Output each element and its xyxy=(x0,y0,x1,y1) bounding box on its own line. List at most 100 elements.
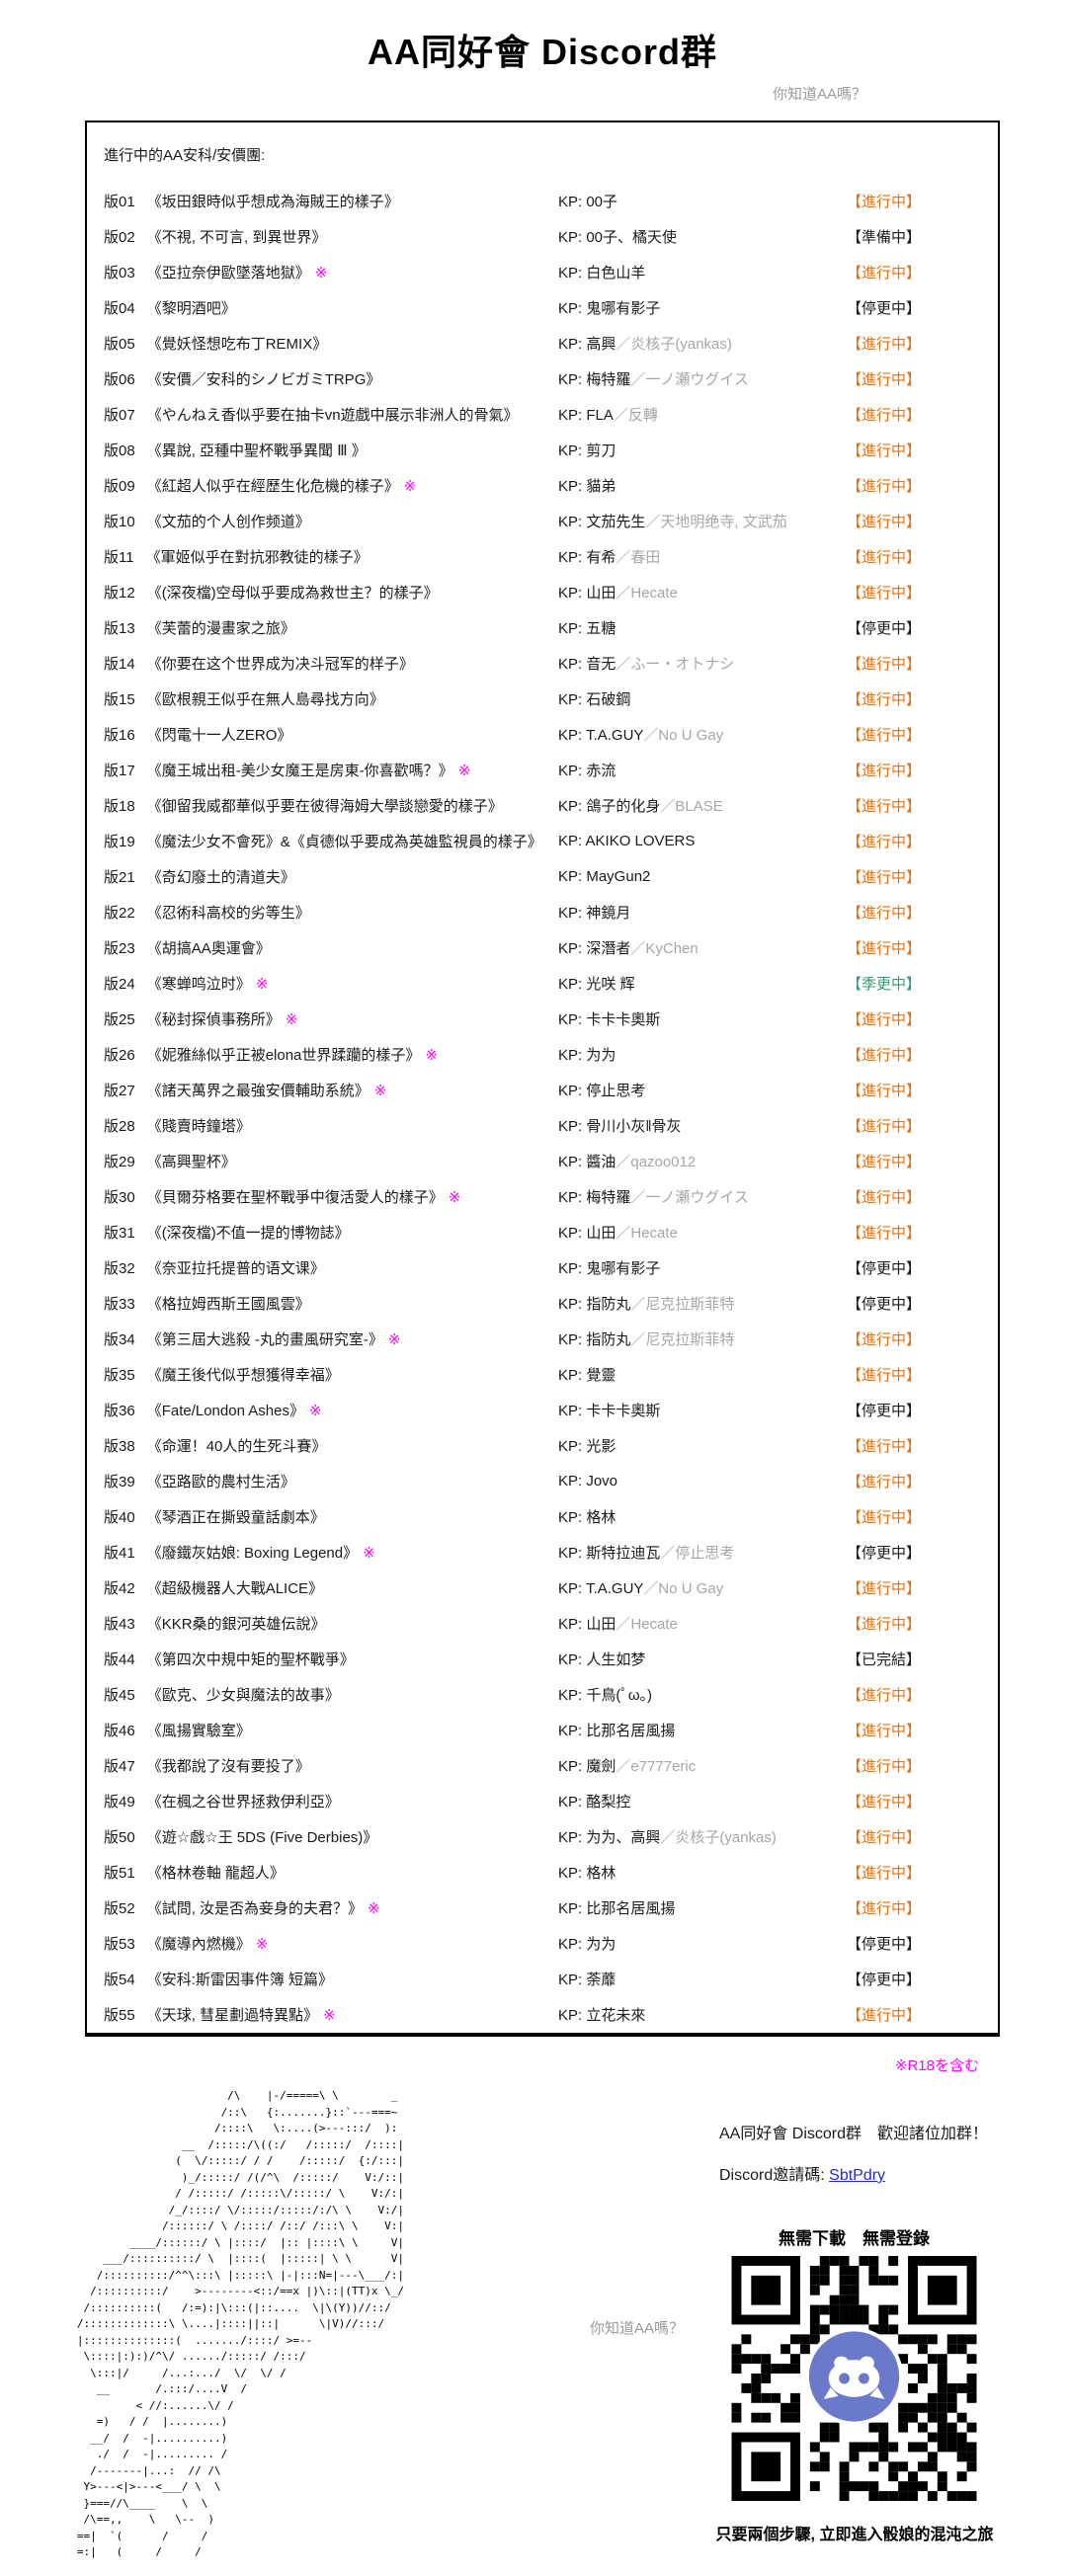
story-number: 版18 xyxy=(104,797,135,815)
story-number: 版55 xyxy=(104,2006,135,2024)
story-number: 版02 xyxy=(104,228,135,246)
story-row: 版27 《諸天萬界之最強安價輔助系統》 ※ KP: 停止思考 【進行中】 xyxy=(104,1072,998,1107)
story-status: 【進行中】 xyxy=(847,1046,922,1064)
story-number: 版01 xyxy=(104,193,135,210)
story-row: 版32 《奈亚拉托提普的语文课》 KP: 鬼哪有影子 【停更中】 xyxy=(104,1249,998,1285)
story-status: 【停更中】 xyxy=(847,1295,922,1313)
story-status: 【進行中】 xyxy=(847,1010,922,1028)
story-kp-alias: ／e7777eric xyxy=(616,1757,697,1775)
story-status: 【進行中】 xyxy=(847,904,922,922)
story-row: 版46 《風揚實驗室》 KP: 比那名居風揚 【進行中】 xyxy=(104,1712,998,1747)
story-title-cell: 版12 《(深夜檔)空母似乎要成為救世主？的樣子》 xyxy=(104,582,558,603)
story-title-cell: 版26 《妮雅絲似乎正被elona世界蹂躪的樣子》 ※ xyxy=(104,1044,558,1065)
story-title: 《忍術科高校的劣等生》 xyxy=(146,904,310,922)
story-kp: KP: 山田／Hecate xyxy=(558,1222,847,1243)
story-kp-main: KP: 荼蘼 xyxy=(558,1971,616,1988)
invite-code-label: Discord邀請碼: xyxy=(719,2167,830,2184)
story-title-cell: 版40 《琴酒正在撕毀童話劇本》 xyxy=(104,1506,558,1527)
story-kp-main: KP: 山田 xyxy=(558,1224,616,1242)
story-number: 版30 xyxy=(104,1188,135,1206)
story-status: 【進行中】 xyxy=(847,1082,922,1099)
story-kp-main: KP: 高興 xyxy=(558,335,616,353)
story-row: 版06 《安價／安科的シノビガミTRPG》 KP: 梅特羅／一ノ瀬ウグイス 【進行… xyxy=(104,361,998,396)
story-number: 版28 xyxy=(104,1117,135,1135)
story-title-cell: 版07 《やんねえ香似乎要在抽卡vn遊戲中展示非洲人的骨氣》 xyxy=(104,404,558,425)
story-row: 版36 《Fate/London Ashes》 ※ KP: 卡卡卡奧斯 【停更中】 xyxy=(104,1392,998,1427)
story-row: 版29 《高興聖杯》 KP: 醬油／qazoo012 【進行中】 xyxy=(104,1143,998,1178)
story-title: 《貝爾芬格要在聖杯戰爭中復活愛人的樣子》 xyxy=(146,1188,444,1206)
story-kp-alias: ／Hecate xyxy=(616,1224,678,1242)
story-title: 《命運！40人的生死斗賽》 xyxy=(146,1437,327,1455)
story-row: 版15 《歐根親王似乎在無人島尋找方向》 KP: 石破鋼 【進行中】 xyxy=(104,681,998,716)
story-status: 【停更中】 xyxy=(847,619,922,637)
story-kp-main: KP: 指防丸 xyxy=(558,1295,631,1313)
story-number: 版22 xyxy=(104,904,135,922)
qr-caption: 只要兩個步驟, 立即進入骰娘的混沌之旅 xyxy=(715,2527,994,2543)
story-title: 《魔法少女不會死》&《貞德似乎要成為英雄監視員的樣子》 xyxy=(146,833,542,850)
story-status: 【進行中】 xyxy=(847,406,922,424)
story-number: 版44 xyxy=(104,1650,135,1668)
story-kp-alias: ／Hecate xyxy=(616,584,678,602)
story-kp: KP: 比那名居風揚 xyxy=(558,1720,847,1740)
story-row: 版10 《文茄的个人创作频道》 KP: 文茄先生／天地明绝寺, 文武茄 【進行中】 xyxy=(104,503,998,538)
tagline-top: 你知道AA嗎？ xyxy=(773,86,867,103)
story-kp-alias: ／Hecate xyxy=(616,1615,678,1633)
board-heading: 進行中的AA安科/安價團: xyxy=(104,147,266,164)
story-status: 【進行中】 xyxy=(847,655,922,673)
story-title-cell: 版31 《(深夜檔)不值一提的博物誌》 xyxy=(104,1222,558,1243)
story-row: 版50 《遊☆戲☆王 5DS (Five Derbies)》 KP: 为为、高興／… xyxy=(104,1818,998,1854)
story-title-cell: 版46 《風揚實驗室》 xyxy=(104,1720,558,1740)
qr-code-discord xyxy=(731,2256,977,2501)
story-kp-main: KP: 卡卡卡奧斯 xyxy=(558,1010,661,1028)
story-kp-main: KP: 有希 xyxy=(558,548,616,566)
story-kp-main: KP: 光咲 辉 xyxy=(558,975,635,993)
story-title: 《KKR桑的銀河英雄伝說》 xyxy=(146,1615,326,1633)
story-kp-alias: ／春田 xyxy=(616,548,661,566)
story-title: 《風揚實驗室》 xyxy=(146,1722,251,1739)
story-kp: KP: FLA／反轉 xyxy=(558,404,847,425)
story-kp: KP: 比那名居風揚 xyxy=(558,1897,847,1918)
story-number: 版06 xyxy=(104,370,135,388)
story-kp-main: KP: 停止思考 xyxy=(558,1082,646,1099)
story-status: 【進行中】 xyxy=(847,193,922,210)
story-title: 《賤賣時鐘塔》 xyxy=(146,1117,251,1135)
story-kp-main: KP: 为为、高興 xyxy=(558,1828,661,1846)
story-row: 版42 《超級機器人大戰ALICE》 KP: T.A.GUY／No U Gay 【… xyxy=(104,1570,998,1605)
r18-mark: ※ xyxy=(285,1010,298,1028)
story-kp-main: KP: 剪刀 xyxy=(558,442,616,459)
story-number: 版38 xyxy=(104,1437,135,1455)
story-row: 版43 《KKR桑的銀河英雄伝說》 KP: 山田／Hecate 【進行中】 xyxy=(104,1605,998,1641)
story-kp-main: KP: 格林 xyxy=(558,1864,616,1882)
story-title-cell: 版18 《御留我威都華似乎要在彼得海姆大學談戀愛的樣子》 xyxy=(104,795,558,816)
story-status: 【進行中】 xyxy=(847,2006,922,2024)
story-kp-main: KP: 比那名居風揚 xyxy=(558,1722,676,1739)
r18-mark: ※ xyxy=(308,1402,322,1419)
story-status: 【進行中】 xyxy=(847,1117,922,1135)
story-status: 【進行中】 xyxy=(847,1437,922,1455)
story-kp: KP: 格林 xyxy=(558,1506,847,1527)
story-status: 【進行中】 xyxy=(847,1899,922,1917)
story-kp-main: KP: 山田 xyxy=(558,584,616,602)
story-kp: KP: 为为 xyxy=(558,1044,847,1065)
story-kp-main: KP: 立花未來 xyxy=(558,2006,646,2024)
story-kp-main: KP: 为为 xyxy=(558,1935,616,1953)
story-kp: KP: 高興／炎核子(yankas) xyxy=(558,333,847,354)
story-title: 《魔王後代似乎想獲得幸福》 xyxy=(146,1366,340,1384)
story-kp-main: KP: 五糖 xyxy=(558,619,616,637)
story-title-cell: 版10 《文茄的个人创作频道》 xyxy=(104,511,558,531)
story-kp: KP: 有希／春田 xyxy=(558,546,847,567)
story-kp: KP: 荼蘼 xyxy=(558,1969,847,1989)
story-row: 版28 《賤賣時鐘塔》 KP: 骨川小灰‖骨灰 【進行中】 xyxy=(104,1107,998,1143)
story-kp: KP: 酪梨控 xyxy=(558,1791,847,1811)
story-number: 版45 xyxy=(104,1686,135,1704)
story-title: 《第四次中規中矩的聖杯戰爭》 xyxy=(146,1650,355,1668)
story-kp: KP: 为为 xyxy=(558,1933,847,1954)
story-title-cell: 版21 《奇幻廢土的清道夫》 xyxy=(104,866,558,887)
story-number: 版19 xyxy=(104,833,135,850)
story-number: 版53 xyxy=(104,1935,135,1953)
story-kp: KP: 覺靈 xyxy=(558,1364,847,1385)
story-kp-main: KP: T.A.GUY xyxy=(558,726,644,744)
story-row: 版35 《魔王後代似乎想獲得幸福》 KP: 覺靈 【進行中】 xyxy=(104,1356,998,1392)
story-status: 【進行中】 xyxy=(847,1793,922,1811)
invite-code-link[interactable]: SbtPdry xyxy=(829,2167,886,2184)
